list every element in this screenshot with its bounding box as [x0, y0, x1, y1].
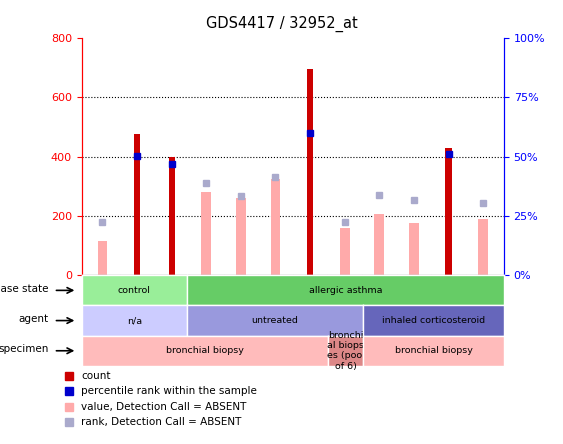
- Bar: [236, 198, 245, 275]
- Bar: [271, 179, 280, 275]
- Bar: [396, 275, 431, 280]
- Bar: [409, 223, 419, 275]
- Bar: [97, 241, 107, 275]
- Text: bronchi
al biops
es (pool
of 6): bronchi al biops es (pool of 6): [327, 331, 364, 371]
- Bar: [327, 275, 362, 280]
- Bar: [307, 69, 313, 275]
- Bar: [466, 275, 501, 280]
- Text: control: control: [118, 286, 151, 295]
- Bar: [85, 275, 120, 280]
- Bar: [293, 275, 327, 280]
- Text: disease state: disease state: [0, 284, 49, 294]
- Text: specimen: specimen: [0, 344, 49, 354]
- Bar: [168, 157, 175, 275]
- Bar: [258, 275, 293, 280]
- Text: bronchial biopsy: bronchial biopsy: [166, 346, 244, 355]
- Text: percentile rank within the sample: percentile rank within the sample: [81, 386, 257, 396]
- Bar: [134, 134, 140, 275]
- Bar: [445, 147, 452, 275]
- Text: agent: agent: [19, 314, 49, 324]
- Bar: [189, 275, 224, 280]
- Text: inhaled corticosteroid: inhaled corticosteroid: [382, 316, 485, 325]
- Bar: [120, 275, 154, 280]
- Text: value, Detection Call = ABSENT: value, Detection Call = ABSENT: [81, 402, 247, 412]
- Bar: [362, 275, 396, 280]
- Bar: [340, 228, 350, 275]
- Text: rank, Detection Call = ABSENT: rank, Detection Call = ABSENT: [81, 417, 242, 428]
- Text: allergic asthma: allergic asthma: [309, 286, 382, 295]
- Bar: [224, 275, 258, 280]
- Bar: [202, 192, 211, 275]
- Bar: [374, 214, 384, 275]
- Text: GDS4417 / 32952_at: GDS4417 / 32952_at: [205, 16, 358, 32]
- Text: n/a: n/a: [127, 316, 142, 325]
- Text: untreated: untreated: [252, 316, 298, 325]
- Bar: [479, 219, 488, 275]
- Text: bronchial biopsy: bronchial biopsy: [395, 346, 472, 355]
- Text: count: count: [81, 371, 110, 381]
- Bar: [431, 275, 466, 280]
- Bar: [154, 275, 189, 280]
